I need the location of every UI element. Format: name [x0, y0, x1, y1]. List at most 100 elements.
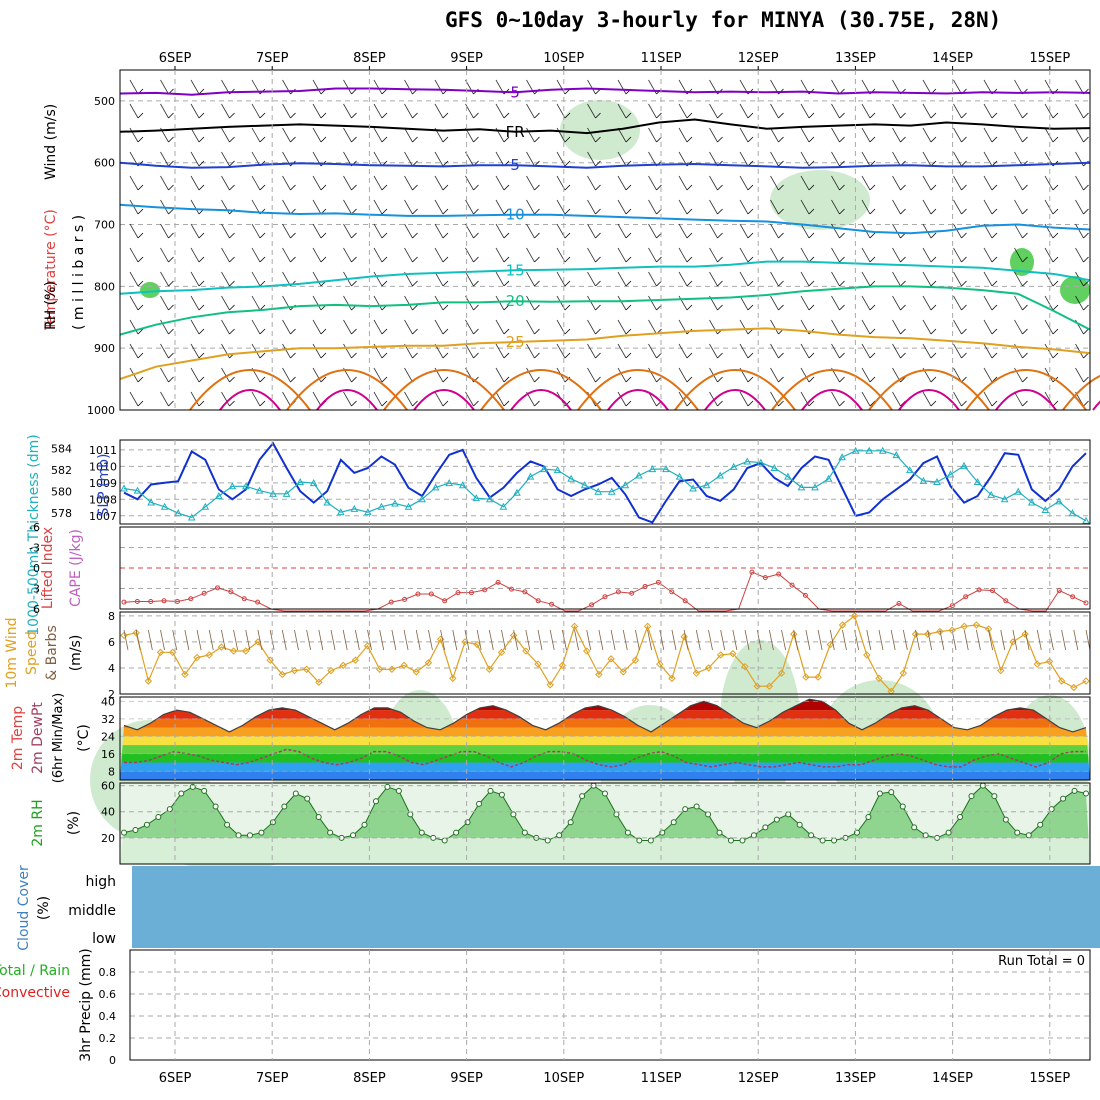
- wind-barb-10m: [184, 629, 190, 651]
- wind-barb-10m: [976, 629, 981, 651]
- wind-barb: [190, 343, 200, 359]
- wind-barb: [312, 127, 322, 143]
- rh-unit-label: (%): [66, 811, 82, 835]
- contour-line-2: [119, 161, 1091, 169]
- rh-point: [292, 790, 299, 797]
- wind-barb: [861, 271, 871, 287]
- wind-speed-point: [522, 647, 530, 655]
- wind-barb: [861, 319, 871, 335]
- wind-barb-flag: [869, 232, 876, 239]
- wind-barb-10m: [647, 629, 653, 651]
- temp-tick-label: 24: [101, 730, 115, 743]
- wind-barb: [190, 319, 200, 335]
- bottom-date-label: 12SEP: [738, 1071, 779, 1086]
- wind-barb-flag: [534, 328, 540, 335]
- rh-axis-label: 2m RH: [30, 799, 46, 846]
- thickness-tick-label: 580: [51, 486, 72, 499]
- wind10-unit-label: (m/s): [68, 635, 84, 672]
- wind-barb: [404, 151, 413, 167]
- contour-35-arc: [219, 389, 281, 411]
- wind-barb-flag: [778, 352, 784, 359]
- wind-barb-flag: [381, 352, 388, 359]
- wind-barb: [648, 103, 657, 119]
- thickness-point: [621, 481, 630, 489]
- wind-barb-flag: [503, 280, 510, 287]
- wind-barb: [648, 79, 657, 95]
- wind-barb-flag: [168, 400, 174, 407]
- wind-barb-flag: [1022, 376, 1028, 383]
- wind-barb-flag: [1022, 136, 1028, 143]
- wind-barb-flag: [198, 328, 205, 335]
- contour-label-6: 25: [506, 333, 525, 351]
- wind-speed-point: [193, 653, 201, 662]
- wind-barb-flag: [1083, 256, 1089, 263]
- wind-speed-line: [123, 614, 1087, 693]
- li-tick-label: -6: [29, 521, 40, 534]
- wind-barb-flag: [381, 328, 388, 335]
- wind-barb-flag: [381, 280, 388, 287]
- wind-barb: [892, 103, 901, 119]
- wind-barb-10m: [245, 629, 251, 651]
- rh-point: [361, 821, 368, 828]
- wind-barb-flag: [168, 352, 174, 359]
- wind-barb-10m: [281, 629, 287, 651]
- wind-barb-flag: [930, 136, 937, 143]
- wind-barb-flag: [1083, 232, 1089, 239]
- rh-blob: [560, 100, 640, 160]
- rh-label-group: 2m RH: [30, 799, 46, 846]
- wind-barb: [739, 103, 749, 119]
- wind-barb: [343, 247, 352, 263]
- wind-barb: [739, 151, 749, 167]
- wind10-axis-label-group: 10m Wind: [4, 617, 20, 688]
- wind-barb: [983, 199, 993, 215]
- wind-barb-flag: [168, 136, 174, 143]
- wind-barb-flag: [259, 112, 266, 119]
- wind-barb-flag: [503, 328, 510, 335]
- pressure-tick-label: 1000: [87, 404, 115, 417]
- thickness-point: [513, 488, 521, 496]
- wind-barb-flag: [839, 112, 845, 119]
- wind-barb-flag: [442, 304, 449, 311]
- wind-barb-flag: [930, 280, 937, 287]
- thickness-point: [1014, 487, 1023, 495]
- wind-barb: [190, 79, 200, 95]
- thickness-point: [133, 486, 142, 494]
- wind-barb: [129, 319, 139, 335]
- rh-point: [716, 829, 723, 836]
- wind-barb-flag: [168, 160, 174, 167]
- contour-35-arc: [316, 389, 378, 411]
- wind-barb-flag: [168, 112, 174, 119]
- wind-barb-flag: [473, 256, 479, 263]
- rh-point: [705, 811, 712, 818]
- wind-barb: [160, 175, 169, 191]
- wind-barb: [282, 247, 291, 263]
- wind-barb-flag: [930, 304, 937, 311]
- wind-barb: [312, 367, 322, 383]
- li-axis-labels: Lifted Index: [40, 527, 56, 609]
- wind-speed-point: [339, 661, 347, 670]
- wind-barb: [160, 367, 169, 383]
- wind-barb: [251, 175, 261, 191]
- wind-speed-point: [156, 648, 165, 657]
- wind-barb: [587, 103, 596, 119]
- wind-speed-point: [205, 651, 213, 659]
- wind-barb: [648, 295, 657, 311]
- wind-barb-flag: [625, 232, 632, 239]
- wind-barb: [1075, 127, 1084, 143]
- wind-barb: [770, 319, 779, 335]
- wind-barb-10m: [452, 629, 458, 651]
- wind-speed-point: [631, 656, 640, 664]
- wind-speed-point: [595, 670, 603, 679]
- wind-barb: [953, 199, 962, 215]
- li-point: [602, 594, 608, 600]
- wind-barb-flag: [442, 256, 449, 263]
- wind-barb: [190, 391, 200, 407]
- wind-barb-flag: [473, 280, 479, 287]
- wind-barb: [495, 343, 505, 359]
- wind-barb-flag: [381, 184, 388, 191]
- wind-tick-label: 8: [108, 610, 115, 623]
- wind-barb-flag: [717, 352, 723, 359]
- wind-barb-flag: [961, 400, 967, 407]
- wind-barb-flag: [1052, 328, 1059, 335]
- wind-barb-flag: [625, 280, 632, 287]
